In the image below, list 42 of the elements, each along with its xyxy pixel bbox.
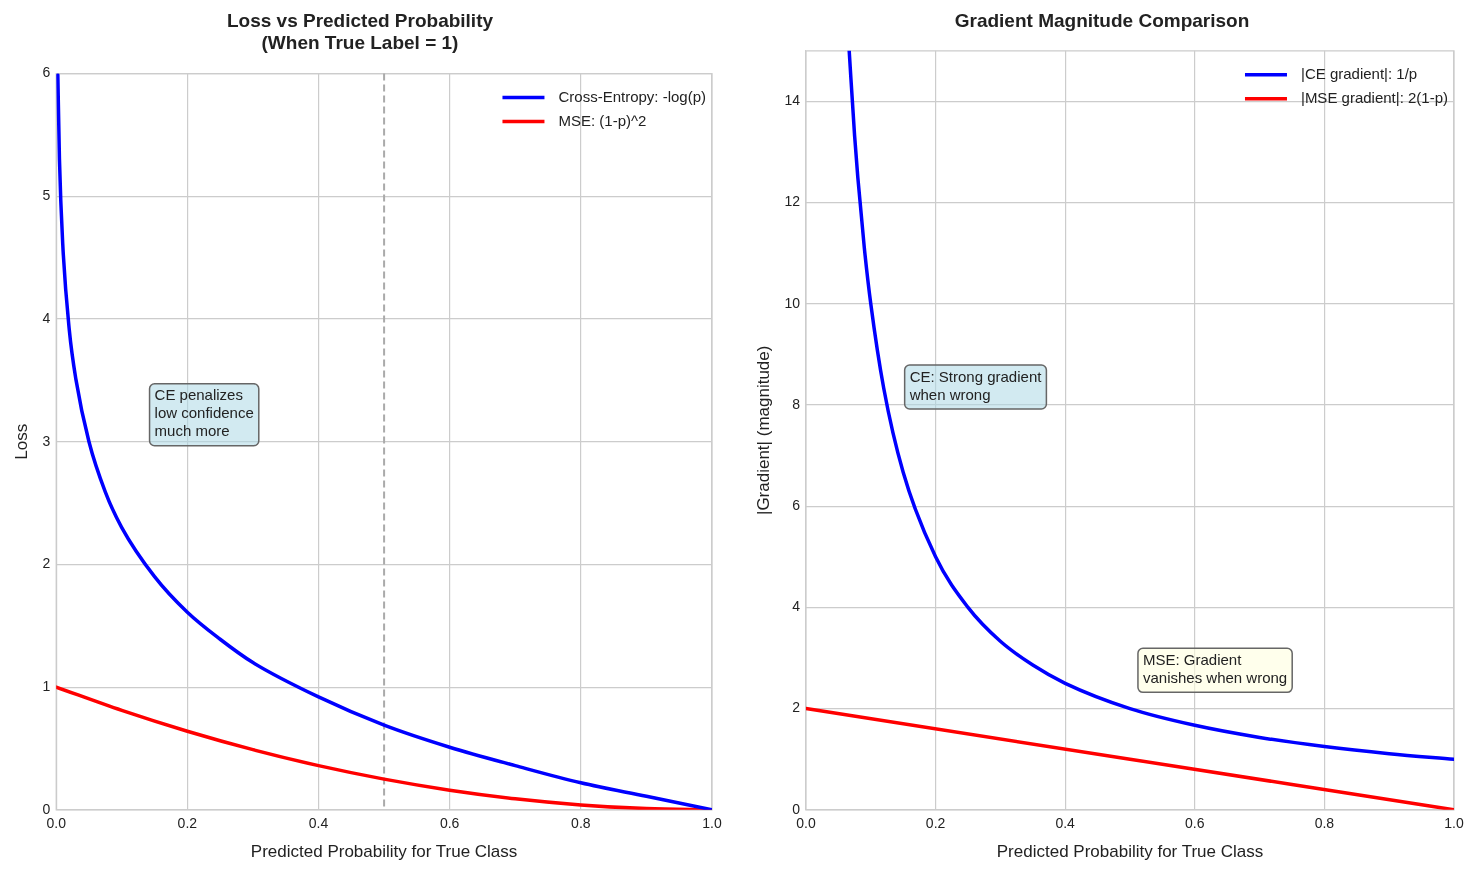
chart-title: Loss vs Predicted Probability (When True Label = 1) <box>226 9 494 54</box>
y-tick-label: 5 <box>42 187 51 204</box>
x-axis-title: Predicted Probability for True Class <box>996 842 1264 862</box>
x-tick-label: 1.0 <box>702 815 722 832</box>
x-tick-label: 0.8 <box>1314 815 1335 832</box>
y-tick-label: 12 <box>784 193 801 210</box>
y-tick-label: 0 <box>792 800 801 817</box>
y-tick-label: 2 <box>792 699 801 716</box>
y-tick-label: 0 <box>42 800 51 817</box>
y-tick-label: 10 <box>784 294 801 311</box>
y-axis-title: Loss <box>11 423 31 460</box>
annotation: CE: Strong gradient when wrong <box>908 367 1043 403</box>
x-tick-label: 0.4 <box>1055 815 1076 832</box>
y-tick-label: 8 <box>792 395 801 412</box>
x-tick-label: 0.6 <box>439 815 460 832</box>
y-tick-label: 6 <box>42 64 51 81</box>
y-tick-label: 4 <box>42 309 51 326</box>
x-tick-label: 0.8 <box>571 815 591 832</box>
chart-title: Gradient Magnitude Comparison <box>954 9 1250 31</box>
x-tick-label: 1.0 <box>1444 815 1464 832</box>
legend-label: |MSE gradient|: 2(1-p) <box>1300 88 1449 106</box>
annotation: CE penalizes low confidence much more <box>154 386 254 440</box>
x-tick-label: 0.6 <box>1185 815 1205 832</box>
y-tick-label: 2 <box>42 555 51 572</box>
x-tick-label: 0.2 <box>925 815 946 832</box>
legend-label: Cross-Entropy: -log(p) <box>558 87 707 105</box>
annotation: MSE: Gradient vanishes when wrong <box>1142 651 1288 686</box>
legend-label: MSE: (1-p)^2 <box>558 111 647 129</box>
x-tick-label: 0.0 <box>46 815 67 832</box>
x-tick-label: 0.2 <box>177 815 198 832</box>
y-tick-label: 6 <box>792 497 801 514</box>
x-tick-label: 0.4 <box>308 815 329 832</box>
line-series <box>847 50 1454 761</box>
y-tick-label: 3 <box>42 432 51 449</box>
y-axis-title: |Gradient| (magnitude) <box>753 345 773 516</box>
legend-label: |CE gradient|: 1/p <box>1300 64 1418 82</box>
x-axis-title: Predicted Probability for True Class <box>250 842 518 862</box>
x-tick-label: 0.0 <box>796 815 816 832</box>
y-tick-label: 14 <box>784 92 801 109</box>
line-series <box>56 73 712 810</box>
y-tick-label: 4 <box>792 598 801 615</box>
y-tick-label: 1 <box>42 677 51 694</box>
